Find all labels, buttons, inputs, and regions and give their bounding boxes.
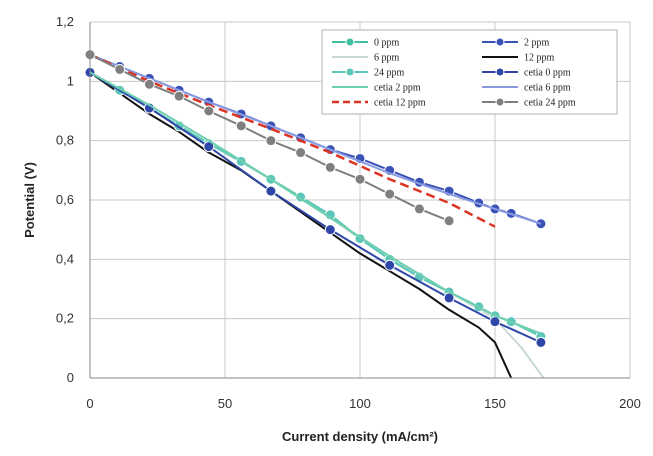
- y-tick-label: 0: [67, 370, 74, 385]
- data-point: [295, 147, 307, 159]
- legend-item: 6 ppm: [332, 53, 400, 64]
- legend-label: cetia 6 ppm: [524, 83, 571, 94]
- legend-label: 6 ppm: [374, 53, 400, 64]
- y-axis-title: Potential (V): [22, 162, 37, 238]
- legend-marker: [495, 67, 505, 77]
- series-cetia-12-ppm: [89, 53, 496, 228]
- legend-item: cetia 12 ppm: [332, 98, 426, 109]
- series-line: [89, 71, 542, 335]
- series-cetia-2-ppm: [89, 71, 542, 335]
- legend-marker: [495, 97, 505, 107]
- legend-item: 24 ppm: [332, 67, 405, 79]
- data-point: [235, 120, 247, 132]
- data-point: [265, 185, 277, 197]
- y-tick-label: 0,2: [56, 311, 74, 326]
- legend-label: 12 ppm: [524, 53, 555, 64]
- data-point: [413, 203, 425, 215]
- legend-marker: [345, 67, 355, 77]
- data-point: [384, 259, 396, 271]
- series-layer: [84, 49, 547, 379]
- legend-item: 12 ppm: [482, 53, 555, 64]
- legend: 0 ppm 2 ppm 6 ppm 12 ppm 24 ppm cetia 0 ppm ce…: [321, 29, 618, 115]
- series-line: [89, 53, 496, 228]
- legend-label: cetia 0 ppm: [524, 68, 571, 79]
- legend-label: cetia 12 ppm: [374, 98, 426, 109]
- y-tick-label: 1,2: [56, 14, 74, 29]
- y-tick-label: 1: [67, 73, 74, 88]
- legend-label: 0 ppm: [374, 38, 400, 49]
- legend-item: cetia 6 ppm: [482, 83, 571, 94]
- legend-label: 24 ppm: [374, 68, 405, 79]
- legend-box: [321, 29, 618, 115]
- y-tick-label: 0,8: [56, 133, 74, 148]
- data-point: [173, 90, 185, 102]
- x-tick-label: 100: [349, 396, 371, 411]
- data-point: [354, 173, 366, 185]
- x-tick-label: 50: [218, 396, 232, 411]
- data-point: [324, 161, 336, 173]
- data-point: [535, 336, 547, 348]
- legend-label: 2 ppm: [524, 38, 550, 49]
- legend-label: cetia 24 ppm: [524, 98, 576, 109]
- legend-marker: [495, 37, 505, 47]
- x-axis-title: Current density (mA/cm²): [282, 429, 438, 444]
- legend-item: 2 ppm: [482, 37, 550, 49]
- data-point: [324, 224, 336, 236]
- y-tick-label: 0,6: [56, 192, 74, 207]
- data-point: [443, 215, 455, 227]
- legend-marker: [345, 37, 355, 47]
- legend-item: cetia 0 ppm: [482, 67, 571, 79]
- series-cetia-6-ppm: [89, 53, 542, 225]
- y-tick-label: 0,4: [56, 251, 74, 266]
- legend-item: cetia 24 ppm: [482, 97, 576, 109]
- x-tick-label: 200: [619, 396, 641, 411]
- data-point: [114, 63, 126, 75]
- legend-label: cetia 2 ppm: [374, 83, 421, 94]
- data-point: [489, 316, 501, 328]
- x-tick-label: 150: [484, 396, 506, 411]
- data-point: [203, 105, 215, 117]
- series-line: [89, 53, 542, 225]
- legend-item: cetia 2 ppm: [332, 83, 421, 94]
- legend-item: 0 ppm: [332, 37, 400, 49]
- data-point: [384, 188, 396, 200]
- ticks: 0 50 100 150 200 0 0,2 0,4 0,6 0,8 1 1,2: [56, 14, 641, 411]
- x-tick-label: 0: [86, 396, 93, 411]
- data-point: [143, 78, 155, 90]
- data-point: [265, 135, 277, 147]
